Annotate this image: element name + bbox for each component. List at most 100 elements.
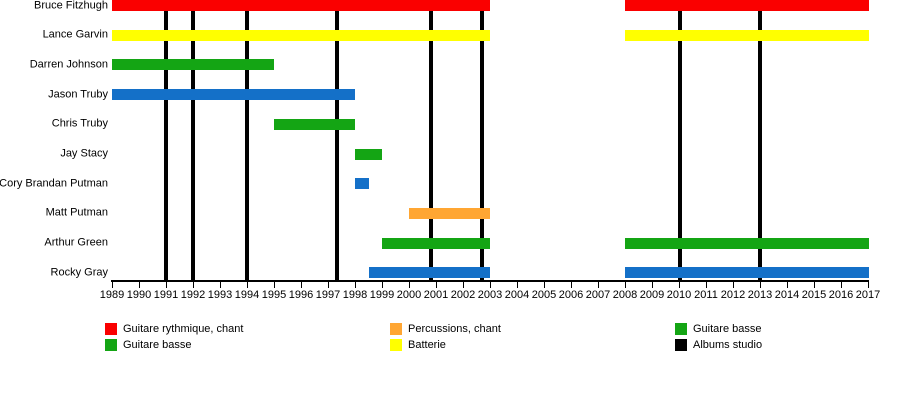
tenure-bar: [625, 29, 870, 41]
legend-label: Guitare basse: [123, 339, 192, 351]
tenure-bar: [409, 207, 490, 219]
album-line: [164, 0, 168, 280]
year-tick-label: 2010: [666, 289, 692, 301]
year-tick-label: 1997: [315, 289, 341, 301]
x-axis-tick: [598, 280, 599, 288]
x-axis-tick: [733, 280, 734, 288]
tenure-bar: [625, 0, 870, 11]
year-tick-label: 2007: [585, 289, 611, 301]
legend-swatch-orange: [390, 323, 402, 335]
tenure-bar: [625, 237, 870, 249]
x-axis-tick: [274, 280, 275, 288]
tenure-bar: [355, 148, 382, 160]
member-name-label: Cory Brandan Putman: [0, 177, 108, 190]
year-tick-label: 1992: [180, 289, 206, 301]
x-axis-tick: [328, 280, 329, 288]
x-axis-tick: [679, 280, 680, 288]
year-tick-label: 2017: [855, 289, 881, 301]
year-tick-label: 2012: [720, 289, 746, 301]
tenure-bar: [382, 237, 490, 249]
tenure-bar: [112, 59, 274, 71]
x-axis-tick: [868, 280, 869, 288]
year-tick-label: 2008: [612, 289, 638, 301]
year-tick-label: 2005: [531, 289, 557, 301]
x-axis-tick: [355, 280, 356, 288]
legend-swatch-green: [105, 339, 117, 351]
tenure-bar: [112, 0, 490, 11]
year-tick-label: 2002: [450, 289, 476, 301]
legend-label: Guitare rythmique, chant: [123, 323, 244, 335]
album-line: [428, 0, 433, 280]
album-line: [335, 0, 340, 280]
year-tick-label: 2006: [558, 289, 584, 301]
x-axis-tick: [814, 280, 815, 288]
year-tick-label: 2013: [747, 289, 773, 301]
x-axis-tick: [112, 280, 113, 288]
legend-swatch-black: [675, 339, 687, 351]
x-axis-tick: [490, 280, 491, 288]
legend-label: Albums studio: [693, 339, 763, 351]
legend-label: Percussions, chant: [408, 323, 501, 335]
year-tick-label: 2009: [639, 289, 665, 301]
x-axis-tick: [166, 280, 167, 288]
member-name-label: Darren Johnson: [29, 58, 108, 71]
x-axis-tick: [625, 280, 626, 288]
year-tick-label: 1995: [261, 289, 287, 301]
album-line: [245, 0, 249, 280]
legend-swatch-green: [675, 323, 687, 335]
member-name-label: Chris Truby: [51, 117, 108, 130]
member-name-label: Matt Putman: [45, 206, 108, 219]
year-tick-label: 2016: [828, 289, 854, 301]
tenure-bar: [112, 89, 355, 101]
year-tick-label: 2015: [801, 289, 827, 301]
year-tick-label: 1999: [369, 289, 395, 301]
x-axis-tick: [841, 280, 842, 288]
tenure-bar: [625, 267, 870, 279]
member-name-label: Jason Truby: [48, 88, 108, 101]
member-name-label: Bruce Fitzhugh: [34, 0, 108, 11]
x-axis-tick: [220, 280, 221, 288]
member-name-label: Jay Stacy: [60, 147, 108, 160]
year-tick-label: 2003: [477, 289, 503, 301]
year-tick-label: 2014: [774, 289, 800, 301]
x-axis-tick: [787, 280, 788, 288]
x-axis-tick: [463, 280, 464, 288]
album-line: [678, 0, 683, 280]
x-axis-tick: [517, 280, 518, 288]
album-line: [758, 0, 762, 280]
x-axis-tick: [139, 280, 140, 288]
year-tick-label: 2001: [423, 289, 449, 301]
album-line: [191, 0, 195, 280]
year-tick-label: 1994: [234, 289, 260, 301]
x-axis-tick: [247, 280, 248, 288]
x-axis-tick: [409, 280, 410, 288]
member-name-label: Lance Garvin: [42, 28, 108, 41]
tenure-bar: [368, 267, 490, 279]
x-axis-tick: [436, 280, 437, 288]
x-axis-tick: [652, 280, 653, 288]
year-tick-label: 1998: [342, 289, 368, 301]
x-axis-tick: [301, 280, 302, 288]
album-line: [479, 0, 484, 280]
tenure-bar: [112, 29, 490, 41]
x-axis-tick: [571, 280, 572, 288]
x-axis-tick: [193, 280, 194, 288]
year-tick-label: 1989: [99, 289, 125, 301]
legend-label: Batterie: [408, 339, 446, 351]
legend-swatch-yellow: [390, 339, 402, 351]
year-tick-label: 2000: [396, 289, 422, 301]
year-tick-label: 1996: [288, 289, 314, 301]
tenure-bar: [274, 118, 355, 130]
member-name-label: Arthur Green: [44, 236, 108, 249]
x-axis-tick: [706, 280, 707, 288]
legend-label: Guitare basse: [693, 323, 762, 335]
x-axis-tick: [544, 280, 545, 288]
year-tick-label: 1991: [153, 289, 179, 301]
x-axis-tick: [760, 280, 761, 288]
x-axis-tick: [382, 280, 383, 288]
year-tick-label: 1993: [207, 289, 233, 301]
tenure-bar: [355, 178, 369, 190]
legend-swatch-red: [105, 323, 117, 335]
year-tick-label: 2011: [694, 289, 718, 301]
